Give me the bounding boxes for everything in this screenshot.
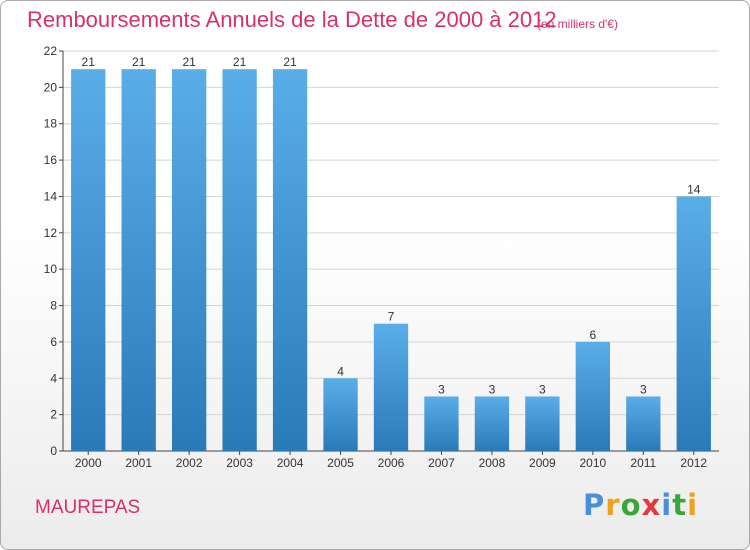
data-label-2006: 7 [388, 310, 395, 324]
data-label-2002: 21 [182, 55, 196, 69]
logo-letter: t [672, 488, 688, 522]
logo-letter: r [605, 488, 621, 522]
commune-name: MAUREPAS [35, 497, 141, 518]
y-tick-label: 4 [50, 371, 57, 385]
unit-note: (en milliers d'€) [537, 17, 618, 31]
y-tick-label: 22 [44, 44, 58, 58]
x-tick-label-2007: 2007 [428, 456, 455, 470]
bar-2007 [424, 396, 459, 451]
logo-letter: x [641, 488, 662, 522]
y-tick-label: 2 [50, 408, 57, 422]
x-tick-label-2010: 2010 [579, 456, 606, 470]
x-tick-label-2002: 2002 [176, 456, 203, 470]
bar-2008 [474, 396, 510, 451]
data-label-2008: 3 [489, 382, 496, 396]
data-label-2011: 3 [640, 382, 647, 396]
bar-2009 [525, 396, 560, 451]
data-label-2005: 4 [337, 364, 344, 378]
x-tick-label-2009: 2009 [529, 456, 556, 470]
x-tick-label-2003: 2003 [226, 456, 253, 470]
proxiti-logo[interactable]: Proxiti [583, 488, 698, 522]
bar-2006 [373, 323, 409, 451]
y-tick-label: 0 [50, 444, 57, 458]
data-label-2007: 3 [438, 382, 445, 396]
y-tick-label: 14 [44, 189, 58, 203]
data-label-2012: 14 [687, 182, 701, 196]
chart-title: Remboursements Annuels de la Dette de 20… [27, 7, 557, 32]
x-tick-label-2001: 2001 [125, 456, 152, 470]
y-tick-label: 20 [44, 80, 58, 94]
y-tick-label: 6 [50, 335, 57, 349]
bar-2010 [575, 341, 611, 451]
logo-letter: i [687, 488, 699, 522]
data-label-2001: 21 [132, 55, 146, 69]
bar-2000 [71, 69, 106, 451]
logo-letter: o [620, 488, 642, 522]
x-tick-label-2008: 2008 [479, 456, 506, 470]
data-label-2003: 21 [233, 55, 247, 69]
bar-2003 [222, 69, 257, 451]
data-label-2010: 6 [590, 328, 597, 342]
x-tick-label-2011: 2011 [630, 456, 656, 470]
x-tick-label-2006: 2006 [378, 456, 405, 470]
x-tick-label-2012: 2012 [680, 456, 707, 470]
bar-2001 [121, 69, 156, 451]
x-tick-label-2005: 2005 [327, 456, 354, 470]
data-label-2009: 3 [539, 382, 546, 396]
data-label-2004: 21 [283, 55, 297, 69]
bar-2002 [171, 69, 207, 451]
logo-letter: P [583, 488, 606, 522]
bar-2005 [323, 378, 358, 451]
bar-2004 [272, 69, 308, 451]
bar-2012 [676, 196, 711, 451]
bar-2011 [626, 396, 661, 451]
y-tick-label: 16 [44, 153, 58, 167]
y-tick-label: 18 [44, 117, 58, 131]
y-tick-label: 12 [44, 226, 58, 240]
y-tick-label: 10 [44, 262, 58, 276]
logo-letter: i [661, 488, 673, 522]
y-tick-label: 8 [50, 299, 57, 313]
data-label-2000: 21 [82, 55, 96, 69]
x-tick-label-2000: 2000 [75, 456, 102, 470]
x-tick-label-2004: 2004 [277, 456, 304, 470]
